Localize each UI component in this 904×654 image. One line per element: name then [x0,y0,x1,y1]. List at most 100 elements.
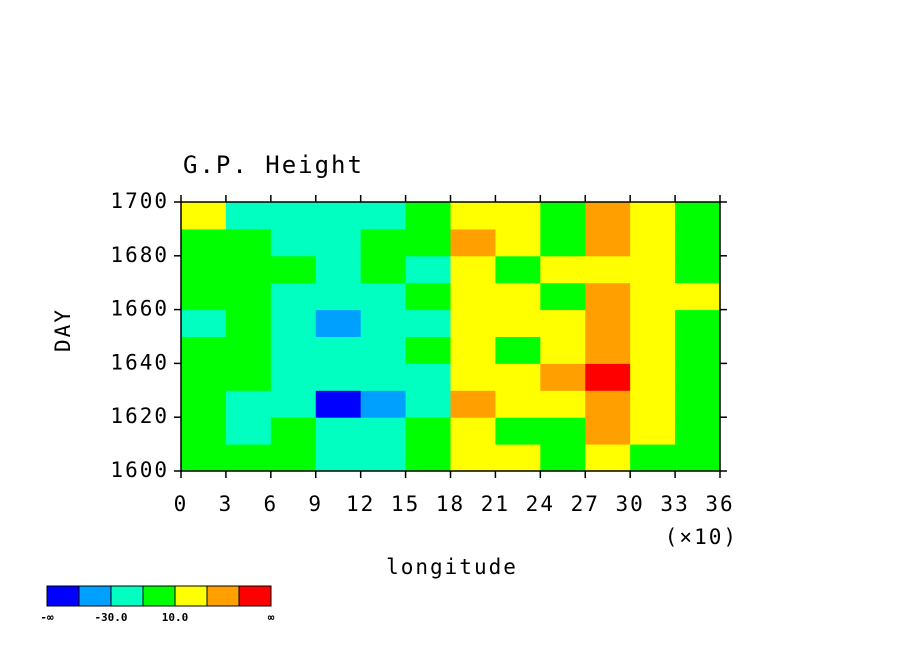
heatmap-cell [181,336,227,364]
heatmap-cell [270,282,317,311]
heatmap-cell [315,282,362,311]
heatmap-cell [540,309,586,337]
x-tick-label: 9 [308,492,323,516]
heatmap-cell [225,309,272,337]
heatmap-cell [630,336,676,364]
heatmap-cell [585,228,631,257]
heatmap-cell [675,255,721,284]
heatmap-cell [630,228,676,257]
x-tick-label: 12 [346,492,375,516]
heatmap-cell [360,390,407,418]
heatmap-cell [315,363,362,391]
x-tick-label: 30 [616,492,645,516]
x-tick-label: 33 [660,492,689,516]
heatmap-cell [450,228,496,257]
heatmap-cell [630,282,676,311]
heatmap-cell [450,336,496,364]
heatmap-cell [405,363,451,391]
heatmap-cell [585,309,631,337]
chart-title: G.P. Height [183,151,364,179]
heatmap-cell [405,390,451,418]
heatmap-cell [630,255,676,284]
heatmap-cell [360,282,407,311]
heatmap-cell [585,363,631,391]
heatmap-cell [360,336,407,364]
heatmap-cell [270,417,317,445]
heatmap-cell [225,336,272,364]
heatmap-cell [270,255,317,284]
colorbar-swatch [78,585,112,607]
heatmap-cell [630,202,676,230]
heatmap-cell [270,336,317,364]
heatmap-cell [360,228,407,257]
heatmap-cell [540,390,586,418]
heatmap-cell [585,202,631,230]
heatmap-cell [405,202,451,230]
heatmap-cell [181,417,227,445]
heatmap-cell [450,202,496,230]
colorbar-swatch [206,585,240,607]
x-tick-label: 24 [526,492,555,516]
heatmap-cell [585,282,631,311]
heatmap-cell [315,336,362,364]
heatmap-cell [585,417,631,445]
heatmap-cell [450,417,496,445]
heatmap-cell [405,309,451,337]
heatmap-cell [540,228,586,257]
heatmap-cell [540,417,586,445]
heatmap-cell [450,255,496,284]
x-tick-label: 3 [219,492,234,516]
colorbar-swatch [238,585,272,607]
heatmap-cell [450,390,496,418]
colorbar-label: ∞ [268,611,275,624]
heatmap-cell [630,390,676,418]
heatmap-cell [360,255,407,284]
colorbar-swatch [46,585,80,607]
heatmap-cell [225,390,272,418]
heatmap-cell [540,363,586,391]
colorbar-swatch [142,585,176,607]
heatmap-cell [315,228,362,257]
heatmap-cell [495,309,541,337]
heatmap-cell [360,202,407,230]
heatmap-cell [675,390,721,418]
heatmap-cell [315,255,362,284]
y-tick-label: 1600 [110,458,169,482]
heatmap-cell [495,417,541,445]
y-tick-label: 1660 [110,297,169,321]
x-tick-label: 18 [436,492,465,516]
heatmap-cell [495,363,541,391]
heatmap-cell [675,228,721,257]
heatmap-cell [630,417,676,445]
heatmap-cell [225,417,272,445]
heatmap-cell [360,363,407,391]
heatmap-cell [405,228,451,257]
heatmap-cell [360,417,407,445]
heatmap-cell [675,309,721,337]
x-tick-label: 21 [481,492,510,516]
x-axis-label: longitude [386,555,518,579]
heatmap-cell [270,202,317,230]
heatmap-cell [585,336,631,364]
colorbar-label: -∞ [40,611,54,624]
heatmap-cell [181,390,227,418]
heatmap-cell [540,336,586,364]
heatmap-cell [450,282,496,311]
heatmap-cell [630,444,676,472]
heatmap-cell [225,444,272,472]
heatmap-cell [181,309,227,337]
heatmap-cell [315,202,362,230]
heatmap-cell [405,336,451,364]
heatmap-cell [270,309,317,337]
heatmap-cell [495,282,541,311]
x-tick-label: 36 [705,492,734,516]
heatmap-cell [675,282,721,311]
heatmap-cell [675,444,721,472]
y-axis-label: DAY [51,308,75,352]
colorbar-label: -30.0 [94,611,127,624]
heatmap-cell [315,444,362,472]
heatmap-cell [495,202,541,230]
colorbar-swatch [110,585,144,607]
heatmap-cell [315,390,362,418]
